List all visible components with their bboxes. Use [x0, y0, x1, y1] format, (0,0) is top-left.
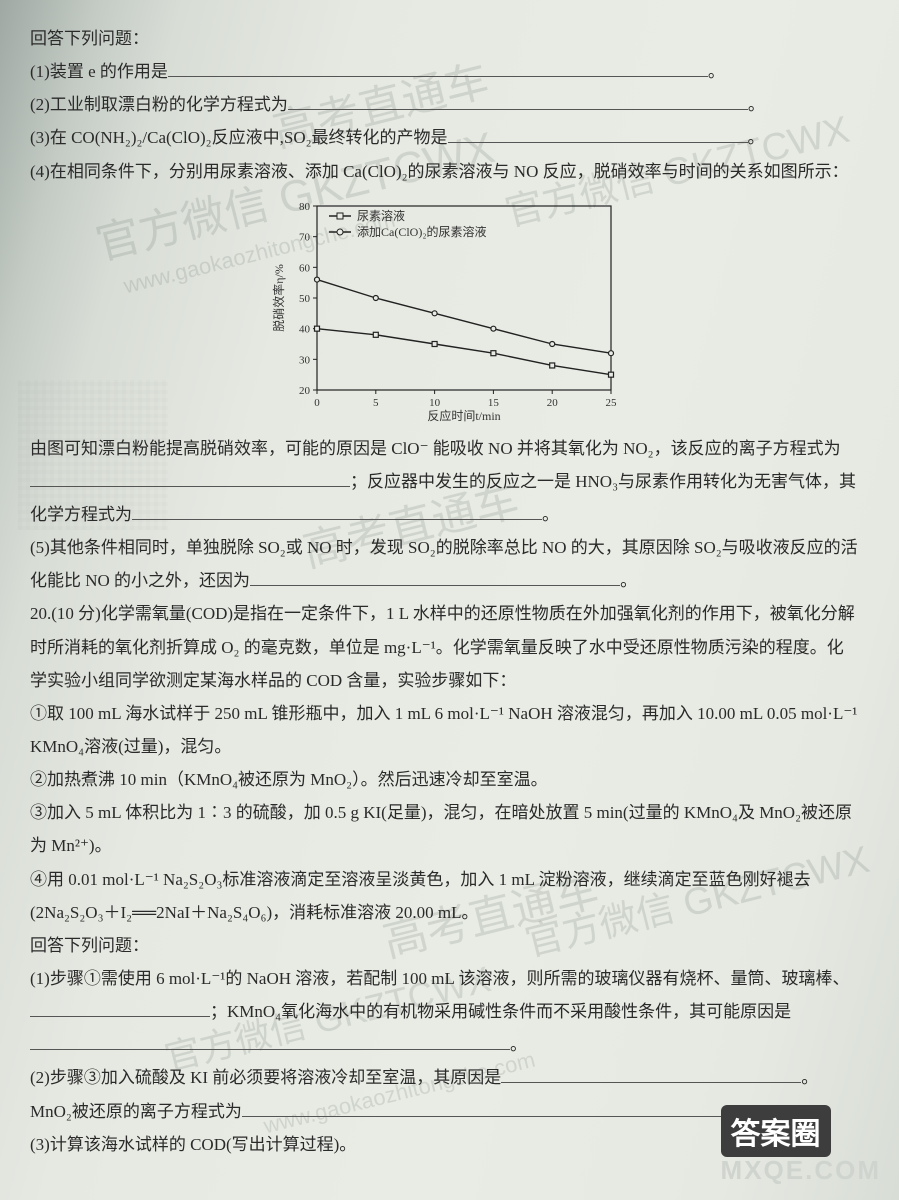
- svg-text:添加Ca(ClO)₂的尿素溶液: 添加Ca(ClO)₂的尿素溶液: [357, 224, 487, 239]
- brand-daanquan: 答案圈: [721, 1105, 831, 1157]
- q5-label: (5)其他条件相同时，单独脱除 SO₂或 NO 时，发现 SO₂的脱除率总比 N…: [30, 538, 858, 590]
- svg-text:脱硝效率η/%: 脱硝效率η/%: [271, 264, 286, 332]
- brand-mxqe: MXQE.COM: [721, 1155, 881, 1186]
- svg-text:尿素溶液: 尿素溶液: [357, 208, 405, 223]
- q20-sub1-a: (1)步骤①需使用 6 mol·L⁻¹的 NaOH 溶液，若配制 100 mL …: [30, 969, 850, 988]
- page-content: 回答下列问题： (1)装置 e 的作用是。 (2)工业制取漂白粉的化学方程式为。…: [0, 0, 899, 1181]
- q2-label: (2)工业制取漂白粉的化学方程式为: [30, 95, 288, 114]
- q20-num: 20.(10 分): [30, 604, 101, 623]
- q20-step2: ②加热煮沸 10 min（KMnO₄被还原为 MnO₂）。然后迅速冷却至室温。: [30, 763, 859, 796]
- q20-step3: ③加入 5 mL 体积比为 1∶3 的硫酸，加 0.5 g KI(足量)，混匀，…: [30, 796, 859, 862]
- svg-text:20: 20: [299, 385, 311, 397]
- q5-period: 。: [620, 571, 637, 590]
- q4-blank-a: [30, 486, 350, 487]
- q4-period: 。: [542, 505, 559, 524]
- q20-step4: ④用 0.01 mol·L⁻¹ Na₂S₂O₃标准溶液滴定至溶液呈淡黄色，加入 …: [30, 863, 859, 929]
- svg-text:20: 20: [546, 397, 558, 409]
- svg-text:25: 25: [605, 397, 617, 409]
- q5: (5)其他条件相同时，单独脱除 SO₂或 NO 时，发现 SO₂的脱除率总比 N…: [30, 531, 859, 597]
- q1-label: (1)装置 e 的作用是: [30, 62, 168, 81]
- brand-block: 答案圈 MXQE.COM: [721, 1105, 881, 1186]
- q1-period: 。: [708, 62, 725, 81]
- q20-sub1: (1)步骤①需使用 6 mol·L⁻¹的 NaOH 溶液，若配制 100 mL …: [30, 962, 859, 1061]
- q20-sub1-blank-b: [30, 1049, 510, 1050]
- q20-step1: ①取 100 mL 海水试样于 250 mL 锥形瓶中，加入 1 mL 6 mo…: [30, 697, 859, 763]
- svg-text:70: 70: [299, 231, 311, 243]
- q4: (4)在相同条件下，分别用尿素溶液、添加 Ca(ClO)₂的尿素溶液与 NO 反…: [30, 155, 859, 188]
- chart-svg: 20 30 40 50 60 70 80 0 5 10 15 20 25 反应时间t/min 脱硝效率η/%…: [265, 194, 625, 424]
- q20-sub1-period: 。: [510, 1035, 527, 1054]
- chart: 20 30 40 50 60 70 80 0 5 10 15 20 25 反应时间t/min 脱硝效率η/%…: [265, 194, 625, 424]
- q20-answer-intro: 回答下列问题：: [30, 929, 859, 962]
- q20-sub1-b: ；KMnO₄氧化海水中的有机物采用碱性条件而不采用酸性条件，其可能原因是: [210, 1002, 791, 1021]
- q3-blank: [448, 142, 748, 143]
- svg-text:30: 30: [299, 354, 311, 366]
- svg-text:15: 15: [487, 397, 499, 409]
- intro-line: 回答下列问题：: [30, 22, 859, 55]
- q4-after-a: 由图可知漂白粉能提高脱硝效率，可能的原因是 ClO⁻ 能吸收 NO 并将其氧化为…: [30, 432, 859, 531]
- q20-sub1-blank-a: [30, 1016, 210, 1017]
- q20-stem-a: 化学需氧量(COD)是指在一定条件下，1 L 水样中的还原性物质在外加强氧化剂的…: [30, 604, 855, 689]
- q2: (2)工业制取漂白粉的化学方程式为 。: [30, 88, 859, 121]
- q20-sub2-blank-b: [242, 1116, 742, 1117]
- q4-blank-b: [132, 519, 542, 520]
- q20-sub2-blank-a: [501, 1082, 801, 1083]
- svg-text:0: 0: [314, 397, 320, 409]
- q1: (1)装置 e 的作用是 。: [30, 55, 859, 88]
- q4-after-b-text: ；反应器中发生的反应之一是 HNO₃与尿素作用转化为无害气体，其化学方程式为: [30, 472, 856, 524]
- svg-text:60: 60: [299, 262, 311, 274]
- q1-blank: [168, 76, 708, 77]
- q20-stem: 20.(10 分)化学需氧量(COD)是指在一定条件下，1 L 水样中的还原性物…: [30, 597, 859, 696]
- q3: (3)在 CO(NH₂)₂/Ca(ClO)₂反应液中,SO₂最终转化的产物是 。: [30, 121, 859, 154]
- svg-text:5: 5: [373, 397, 379, 409]
- svg-text:10: 10: [429, 397, 441, 409]
- svg-text:反应时间t/min: 反应时间t/min: [427, 408, 500, 423]
- q20-sub2-a: (2)步骤③加入硫酸及 KI 前必须要将溶液冷却至室温，其原因是: [30, 1068, 501, 1087]
- q5-blank: [250, 585, 620, 586]
- svg-text:80: 80: [299, 201, 311, 213]
- svg-text:50: 50: [299, 293, 311, 305]
- q2-blank: [288, 109, 748, 110]
- q4-label: (4)在相同条件下，分别用尿素溶液、添加 Ca(ClO)₂的尿素溶液与 NO 反…: [30, 162, 849, 181]
- svg-text:40: 40: [299, 323, 311, 335]
- q3-period: 。: [748, 128, 765, 147]
- q3-label: (3)在 CO(NH₂)₂/Ca(ClO)₂反应液中,SO₂最终转化的产物是: [30, 128, 448, 147]
- q2-period: 。: [748, 95, 765, 114]
- q4-after-a-text: 由图可知漂白粉能提高脱硝效率，可能的原因是 ClO⁻ 能吸收 NO 并将其氧化为…: [30, 439, 841, 458]
